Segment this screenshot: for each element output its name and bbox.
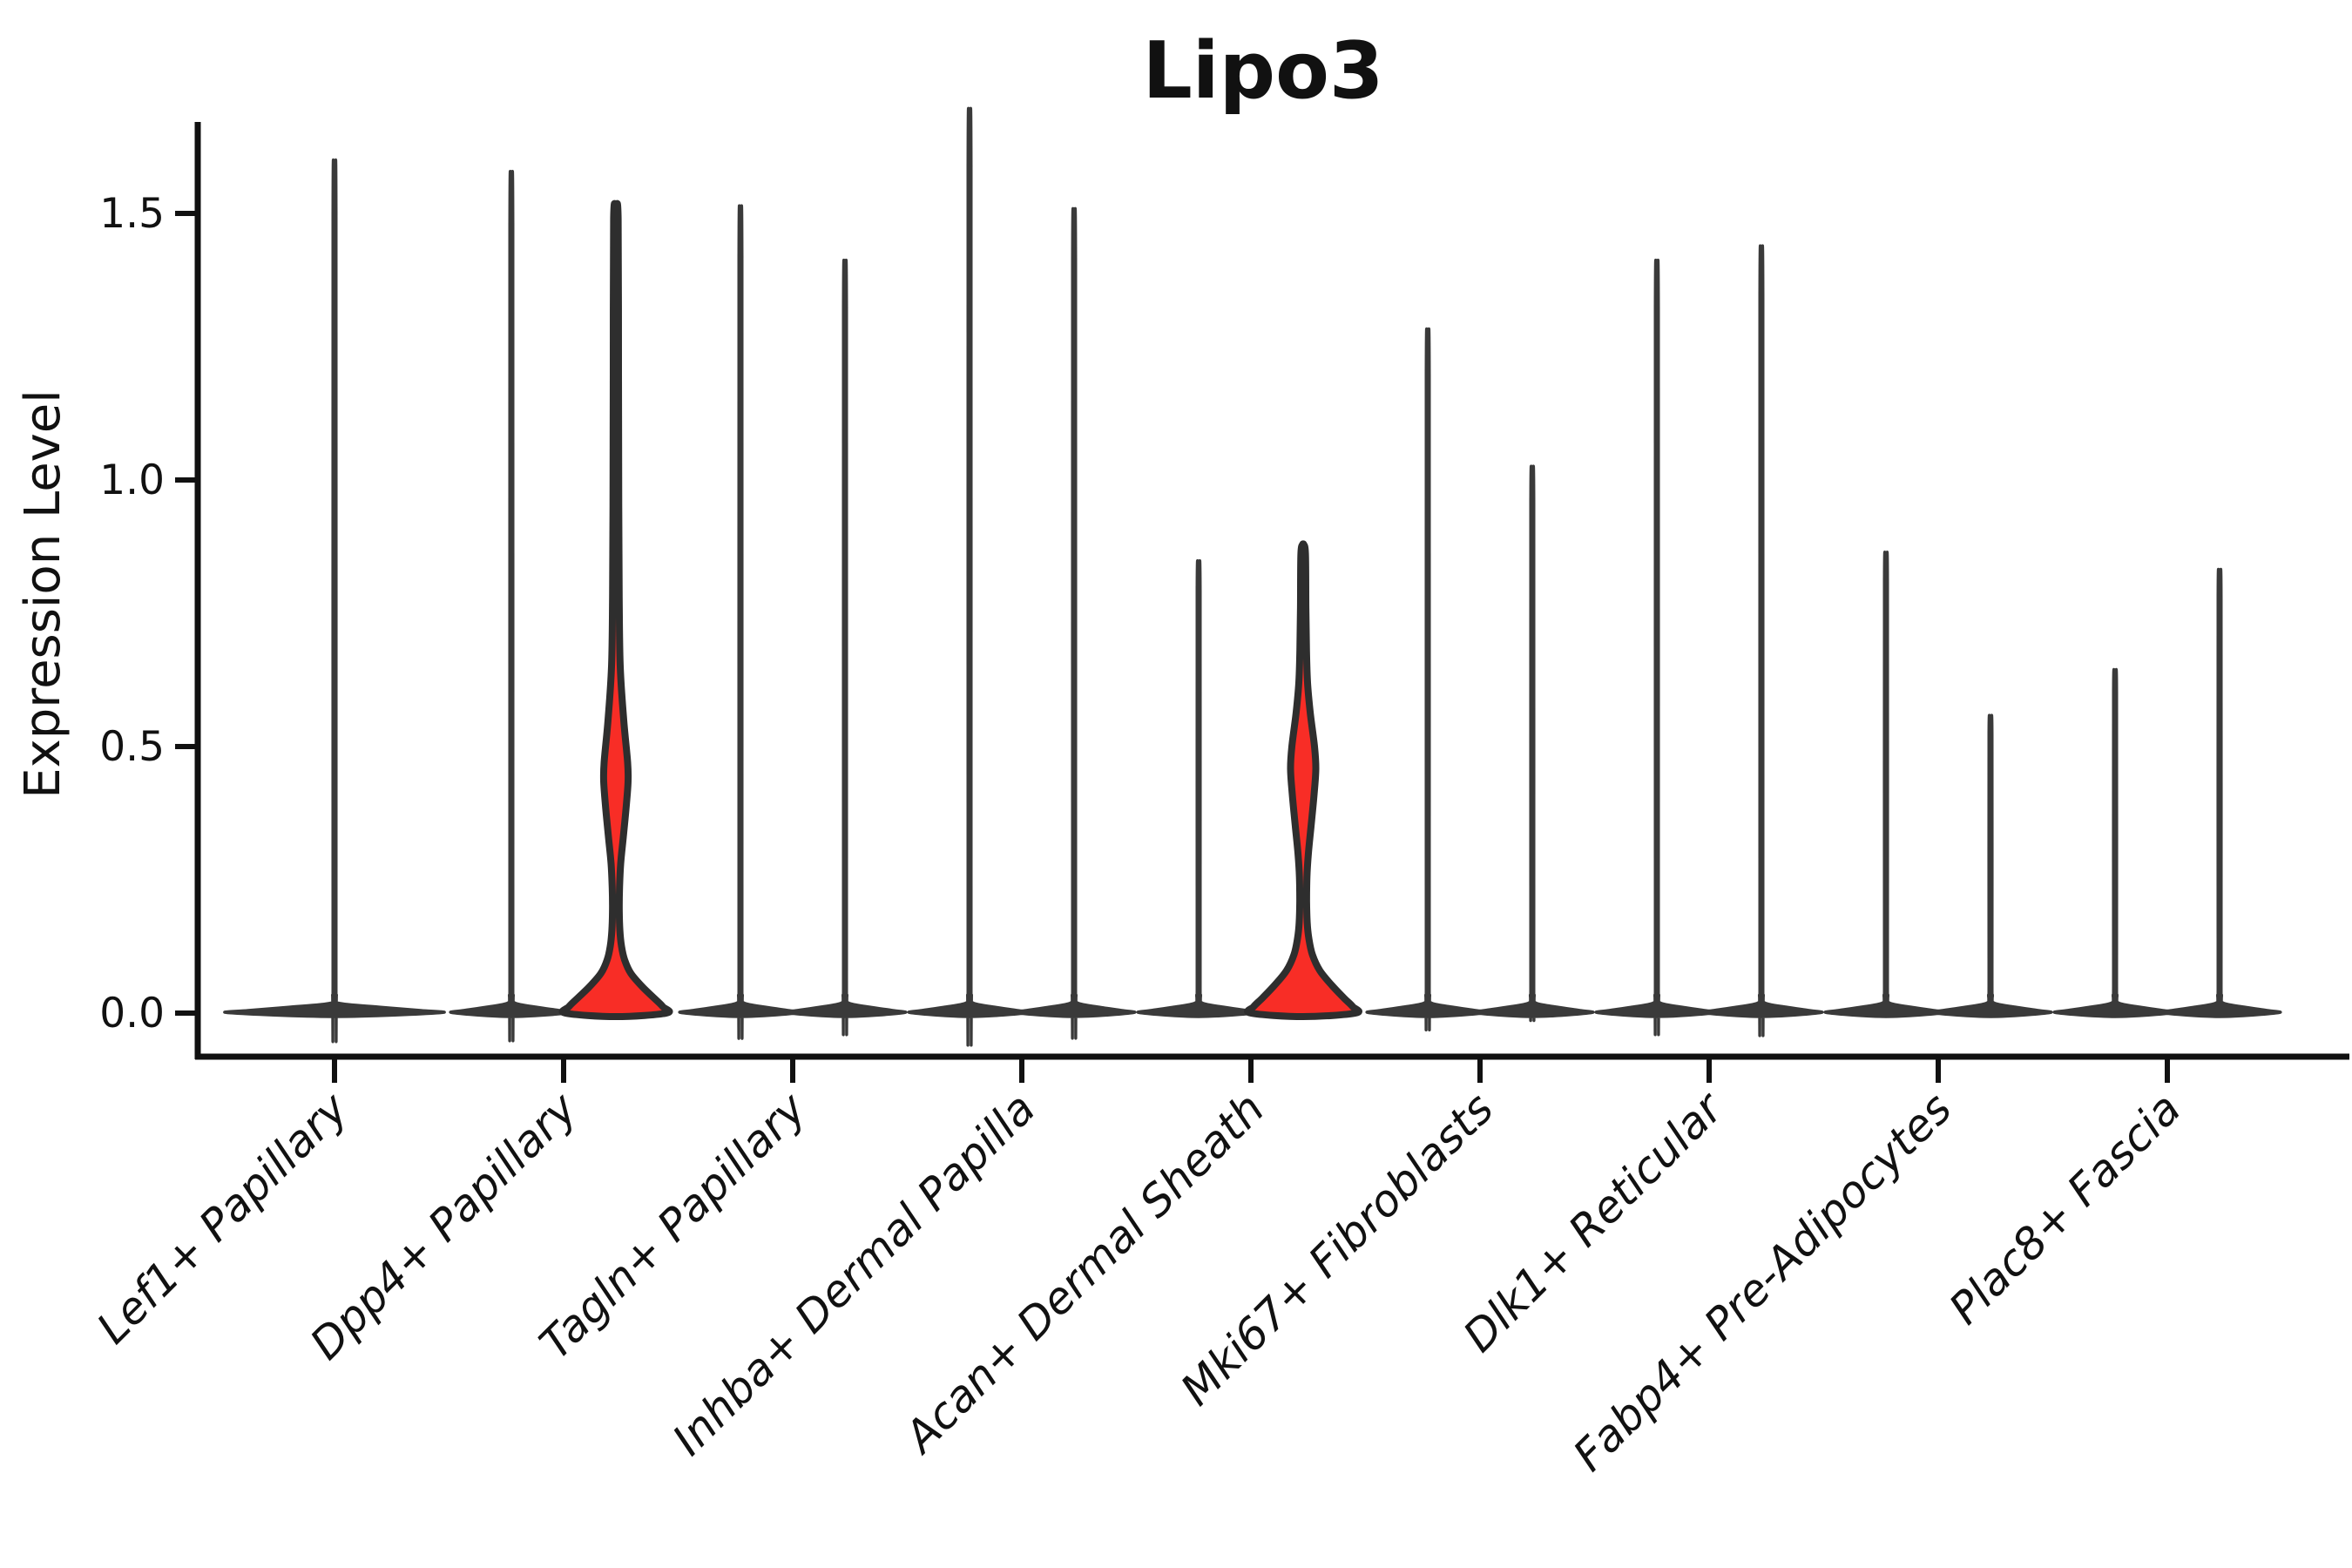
y-tick-label: 1.0 [99,456,165,504]
x-tick-label: Acan+ Dermal Sheath [894,1083,1274,1463]
chart-title: Lipo3 [1142,25,1383,117]
violin-shape [1699,244,1824,1037]
violin-shape [782,259,908,1037]
violin-shape [1011,206,1137,1040]
y-tick-label: 1.5 [99,190,165,238]
violin-shape [1365,327,1490,1032]
violin-shape [2052,667,2178,1018]
y-tick-label: 0.0 [99,990,165,1037]
x-tick-label: Inhba+ Dermal Papilla [663,1083,1044,1464]
violin-shape [1823,551,1949,1018]
violin-shape [678,204,803,1040]
violin-shape [1928,713,2053,1018]
violin-shape-highlighted [558,199,673,1020]
violin-shape [907,106,1032,1047]
violin-shape [1594,259,1720,1037]
violin-shape [2157,568,2282,1018]
y-axis-label: Expression Level [15,389,71,799]
x-tick-label: Plac8+ Fascia [1940,1083,2191,1334]
violin-shape [223,158,446,1044]
violins-layer [223,106,2282,1047]
x-tick-label: Fabp4+ Pre-Adipocytes [1564,1083,1962,1481]
x-tick-label: Lef1+ Papillary [87,1082,358,1353]
violin-shape-highlighted [1244,540,1362,1020]
violin-shape [1136,559,1261,1018]
y-tick-label: 0.5 [99,723,165,771]
violin-shape [1470,464,1595,1023]
violin-shape [449,170,574,1043]
